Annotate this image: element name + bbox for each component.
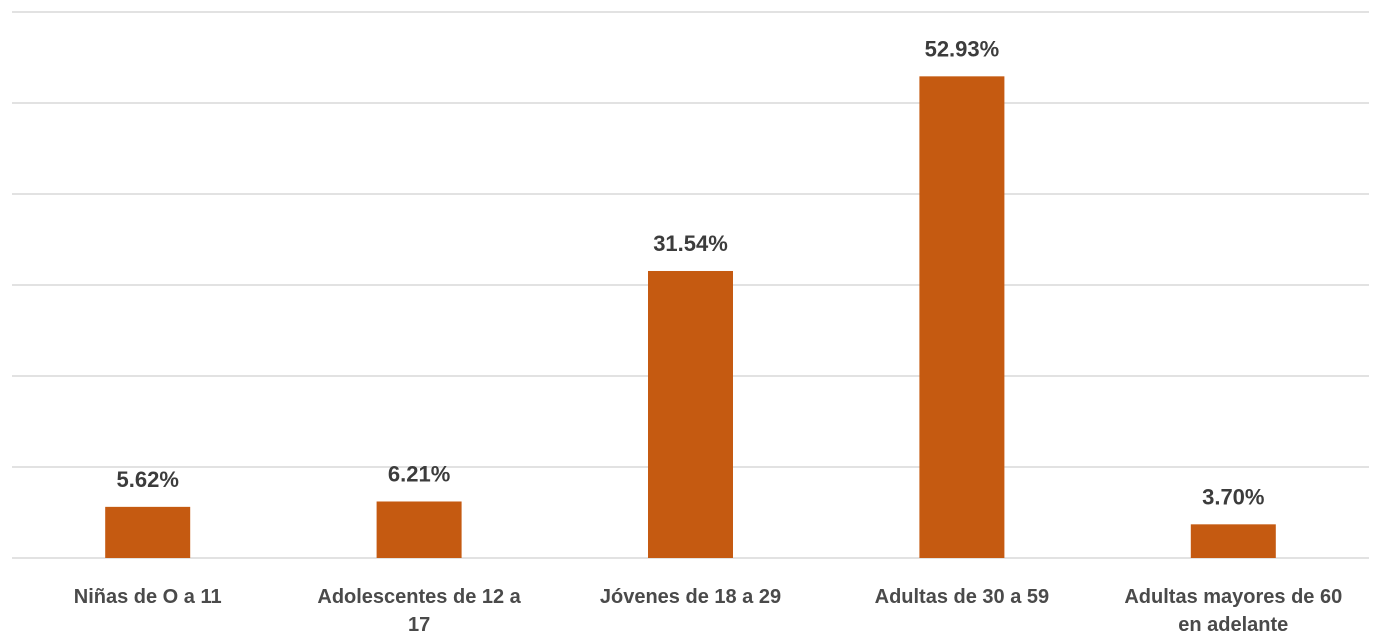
bar bbox=[919, 76, 1005, 558]
category-label-line: Adultas de 30 a 59 bbox=[875, 586, 1050, 608]
category-label-line: Adultas mayores de 60 bbox=[1124, 586, 1342, 608]
bar bbox=[1190, 524, 1276, 558]
data-label: 31.54% bbox=[653, 231, 728, 256]
data-label: 3.70% bbox=[1202, 484, 1264, 509]
bar bbox=[105, 506, 191, 558]
value-labels: 5.62% 6.21% 31.54% 52.93% 3.70% bbox=[117, 36, 1265, 509]
category-label-line: Niñas de O a 11 bbox=[74, 586, 222, 608]
data-label: 52.93% bbox=[925, 36, 1000, 61]
bar bbox=[376, 501, 462, 558]
category-label-line: 17 bbox=[408, 614, 430, 636]
category-label: Adolescentes de 12 a 17 bbox=[317, 586, 521, 636]
category-label-line: Adolescentes de 12 a bbox=[317, 586, 521, 608]
category-label-line: en adelante bbox=[1178, 614, 1288, 636]
category-label: Adultas de 30 a 59 bbox=[875, 586, 1050, 608]
category-label: Niñas de O a 11 bbox=[74, 586, 222, 608]
category-label: Adultas mayores de 60 en adelante bbox=[1124, 586, 1342, 636]
category-label-line: Jóvenes de 18 a 29 bbox=[600, 586, 781, 608]
bars bbox=[105, 76, 1276, 558]
data-label: 5.62% bbox=[117, 467, 179, 492]
bar bbox=[648, 270, 733, 558]
category-label: Jóvenes de 18 a 29 bbox=[600, 586, 781, 608]
data-label: 6.21% bbox=[388, 461, 450, 486]
category-labels: Niñas de O a 11 Adolescentes de 12 a 17 Jóv… bbox=[74, 586, 1342, 636]
